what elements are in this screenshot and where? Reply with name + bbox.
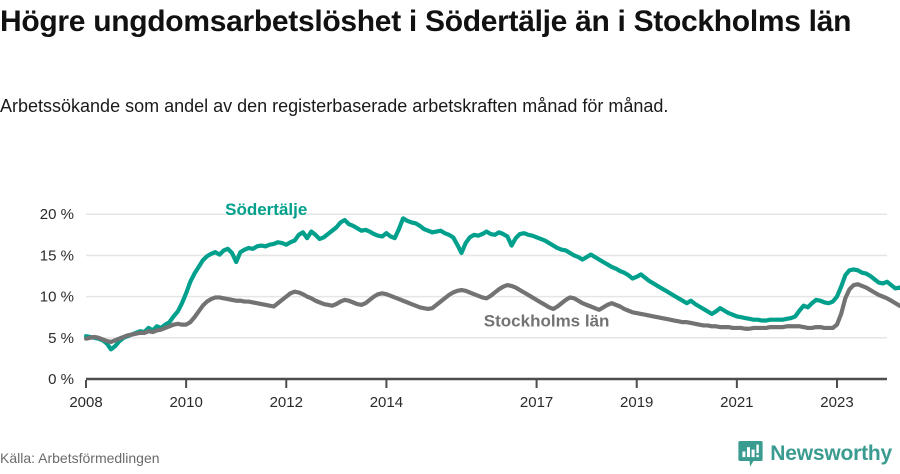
y-axis-tick-label: 20 % [40, 206, 74, 223]
x-axis-tick-label: 2010 [169, 394, 202, 411]
x-axis-tick-label: 2019 [620, 394, 653, 411]
y-axis-labels: 0 % 5 % 10 % 15 % 20 % [40, 206, 74, 388]
line-chart: 0 %5 %10 %15 %20 % 2008 2010 2012 2014 2017 2… [40, 200, 900, 411]
chart-container: 0 % 5 % 10 % 15 % 20 % 2008 2010 2012 2014 2017 2… [0, 178, 900, 418]
page-title: Högre ungdomsarbetslöshet i Södertälje ä… [0, 5, 852, 38]
series-line-stockholm [83, 282, 900, 345]
x-axis-tick-label: 2021 [720, 394, 753, 411]
newsworthy-logo[interactable]: Newsworthy [738, 440, 892, 468]
x-axis-tick-label: 2023 [820, 394, 853, 411]
plot-area [83, 216, 900, 352]
x-axis-ticks [85, 380, 838, 388]
series-label-sodertalje: Södertälje [225, 200, 307, 219]
page-subtitle: Arbetssökande som andel av den registerb… [0, 96, 669, 116]
x-axis-tick-label: 2017 [520, 394, 553, 411]
y-axis-tick-label: 15 % [40, 247, 74, 264]
logo-wordmark: Newsworthy [770, 442, 892, 465]
x-axis-labels: 2008 2010 2012 2014 2017 2019 2021 2023 [69, 394, 853, 411]
y-axis-tick-label: 5 % [48, 330, 74, 347]
series-annotations: Södertälje7,2 %Stockholms län6,4 % [225, 200, 610, 330]
x-axis-tick-label: 2012 [270, 394, 303, 411]
x-axis-tick-label: 2014 [370, 394, 403, 411]
bar-chart-speech-bubble-icon [738, 441, 763, 467]
series-label-stockholm: Stockholms län [484, 311, 610, 330]
series-line-sodertalje [83, 216, 900, 352]
source-note: Källa: Arbetsförmedlingen [0, 450, 160, 466]
y-axis-tick-label: 0 % [48, 371, 74, 388]
x-axis-tick-label: 2008 [69, 394, 102, 411]
y-axis-tick-label: 10 % [40, 289, 74, 306]
